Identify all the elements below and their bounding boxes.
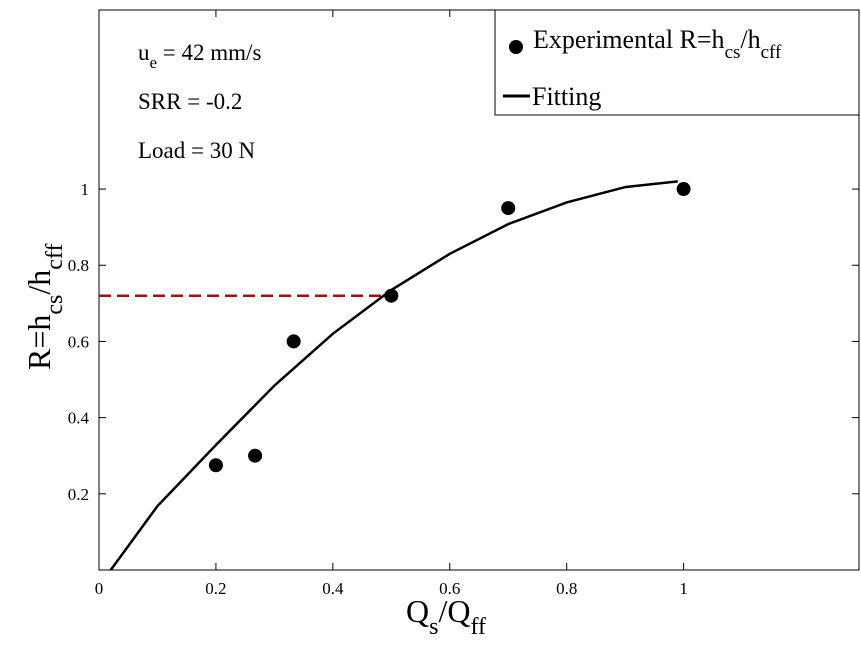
data-point bbox=[286, 334, 301, 349]
y-tick-label: 0.6 bbox=[68, 332, 89, 351]
plot-frame bbox=[98, 9, 860, 571]
x-tick-label: 0.8 bbox=[556, 579, 577, 598]
y-tick-label: 0.4 bbox=[68, 409, 90, 428]
legend: Experimental R=hcs/hcff Fitting bbox=[494, 9, 860, 116]
fitting-curve bbox=[109, 180, 678, 571]
legend-marker-experimental bbox=[509, 40, 523, 54]
y-tick-label: 0.2 bbox=[68, 485, 89, 504]
x-axis-title: Qs/Qff bbox=[406, 593, 486, 640]
data-point bbox=[501, 201, 516, 216]
x-tick-label: 0 bbox=[95, 579, 104, 598]
y-axis-title: R=hcs/hcff bbox=[21, 244, 68, 370]
y-tick-label: 0.8 bbox=[68, 256, 89, 275]
data-point bbox=[384, 288, 399, 303]
annotation-speed: ue = 42 mm/s bbox=[138, 40, 261, 72]
axis-tick-labels: 0 0.2 0.4 0.6 0.8 1 0.2 0.4 0.6 0.8 1 bbox=[68, 180, 688, 598]
x-tick-label: 0.4 bbox=[322, 579, 344, 598]
x-tick-label: 1 bbox=[679, 579, 688, 598]
annotation-load: Load = 30 N bbox=[138, 138, 255, 163]
data-point bbox=[208, 458, 223, 473]
annotation-srr: SRR = -0.2 bbox=[138, 89, 242, 114]
data-point bbox=[676, 182, 691, 197]
experimental-points bbox=[208, 182, 691, 473]
legend-box bbox=[494, 9, 860, 116]
y-tick-label: 1 bbox=[81, 180, 90, 199]
legend-label-fitting: Fitting bbox=[532, 82, 601, 111]
x-tick-label: 0.6 bbox=[439, 579, 460, 598]
legend-label-experimental: Experimental R=hcs/hcff bbox=[533, 25, 782, 63]
data-point bbox=[248, 448, 263, 463]
x-tick-label: 0.2 bbox=[205, 579, 226, 598]
